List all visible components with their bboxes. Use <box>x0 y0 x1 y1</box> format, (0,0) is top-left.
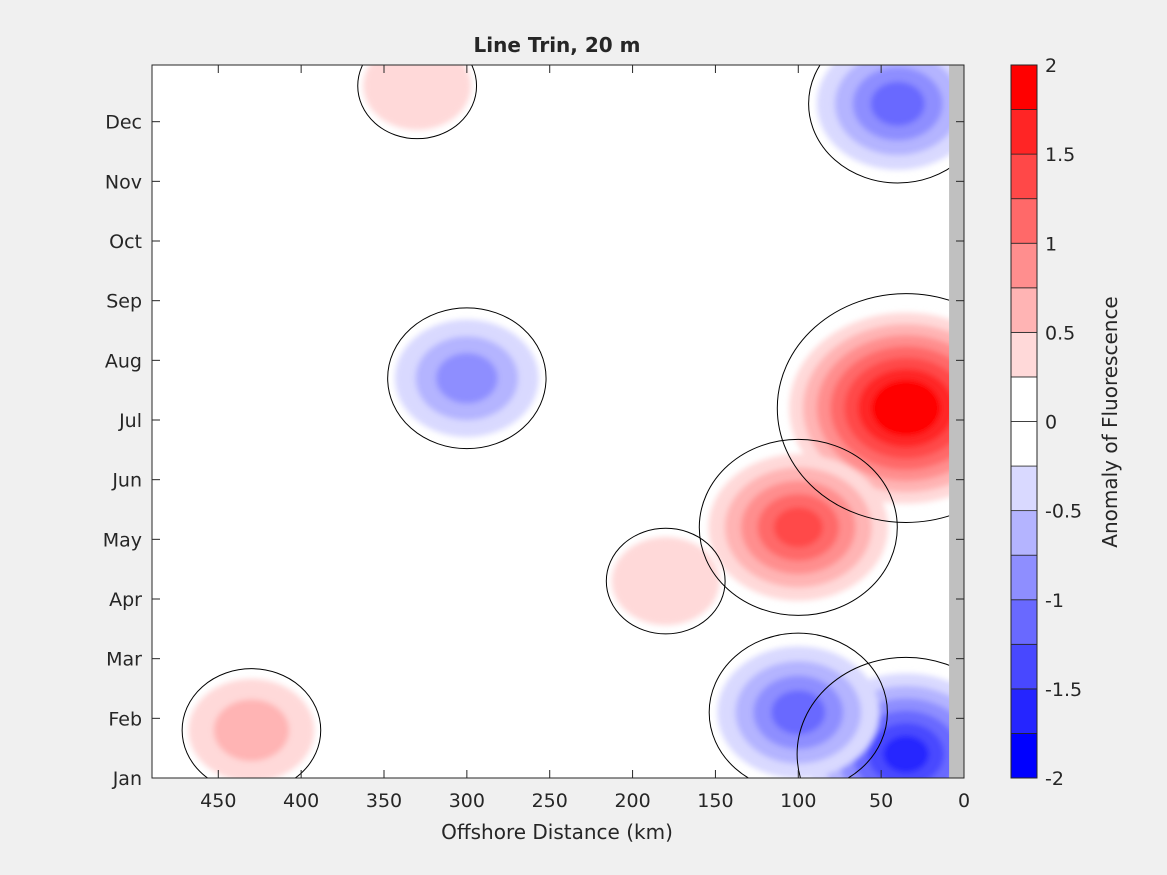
y-tick-label: Mar <box>106 649 142 671</box>
chart-title: Line Trin, 20 m <box>474 33 641 57</box>
y-tick-label: Jan <box>112 768 142 790</box>
colorbar-tick-label: 0.5 <box>1045 322 1075 344</box>
y-tick-label: May <box>103 529 142 551</box>
colorbar-tick-label: -1.5 <box>1045 679 1082 701</box>
x-tick-label: 250 <box>532 790 568 812</box>
colorbar: 2 1.5 1 0.5 0 -0.5 -1 -1.5 -2 <box>1010 55 1082 790</box>
y-tick-label: Nov <box>105 171 142 193</box>
colorbar-tick-label: 2 <box>1045 55 1057 77</box>
y-tick-label: Sep <box>106 291 142 313</box>
anomaly-negative-6-level-3 <box>870 81 925 126</box>
axes: 450 400 350 300 250 200 150 100 50 0 Jan Feb Mar Apr M… <box>103 64 970 812</box>
anomaly-positive-3-level-1 <box>213 699 290 762</box>
colorbar-segment <box>1010 733 1038 779</box>
x-tick-label: 300 <box>449 790 485 812</box>
y-tick-label: Apr <box>109 589 142 611</box>
colorbar-tick-label: 1 <box>1045 233 1057 255</box>
y-tick-label: Jun <box>111 470 142 492</box>
colorbar-segment <box>1010 198 1038 244</box>
colorbar-segment <box>1010 64 1038 110</box>
y-tick-label: Jul <box>118 410 142 432</box>
colorbar-segment <box>1010 287 1038 333</box>
colorbar-tick-label: 1.5 <box>1045 144 1075 166</box>
anomaly-negative-5-level-2 <box>436 353 498 404</box>
colorbar-frame <box>1010 64 1038 779</box>
colorbar-segment <box>1010 242 1038 289</box>
anomaly-negative-7-level-5 <box>883 735 929 773</box>
anomaly-positive-2-level-0 <box>611 537 720 626</box>
zero-contour-6 <box>808 65 964 184</box>
colorbar-segment <box>1010 331 1038 378</box>
y-tick-label: Dec <box>105 112 142 134</box>
x-tick-label: 100 <box>780 790 816 812</box>
colorbar-segment <box>1010 421 1038 467</box>
zero-contour-1 <box>698 438 898 616</box>
colorbar-tick-label: -1 <box>1045 590 1064 612</box>
anomaly-fills <box>188 65 964 778</box>
colorbar-segment <box>1010 510 1038 556</box>
y-tick-label: Feb <box>108 708 142 730</box>
plot-area <box>152 65 964 778</box>
colorbar-tick-label: -2 <box>1045 768 1064 790</box>
x-tick-label: 0 <box>958 790 970 812</box>
colorbar-segment <box>1010 643 1038 690</box>
x-tick-label: 150 <box>697 790 733 812</box>
anomaly-positive-4-level-0 <box>363 65 472 130</box>
zero-contours <box>181 65 964 778</box>
zero-contour-5 <box>387 307 547 450</box>
colorbar-segment <box>1010 153 1038 200</box>
x-tick-label: 50 <box>869 790 893 812</box>
zero-contour-8 <box>708 632 888 778</box>
colorbar-tick-label: 0 <box>1045 412 1057 434</box>
zero-contour-0 <box>776 293 964 523</box>
colorbar-tick-label: -0.5 <box>1045 501 1082 523</box>
zero-contour-3 <box>181 668 322 778</box>
x-tick-label: 200 <box>614 790 650 812</box>
colorbar-label: Anomaly of Fluorescence <box>1098 296 1122 547</box>
y-tick-label: Aug <box>105 350 142 372</box>
zero-contour-4 <box>357 65 478 140</box>
colorbar-segment <box>1010 465 1038 512</box>
colorbar-segment <box>1010 688 1038 734</box>
zero-contour-2 <box>605 527 726 635</box>
x-tick-label: 400 <box>283 790 319 812</box>
x-tick-label: 450 <box>200 790 236 812</box>
anomaly-positive-0-level-6 <box>871 379 941 437</box>
axes-box <box>151 64 965 779</box>
x-axis-label: Offshore Distance (km) <box>441 820 673 844</box>
colorbar-segment <box>1010 554 1038 601</box>
colorbar-segment <box>1010 109 1038 155</box>
y-tick-label: Oct <box>109 231 142 253</box>
colorbar-segment <box>1010 376 1038 422</box>
land-mask <box>949 65 964 778</box>
zero-contour-7 <box>796 656 964 778</box>
anomaly-negative-8-level-3 <box>771 690 826 735</box>
colorbar-segment <box>1010 599 1038 645</box>
anomaly-positive-1-level-4 <box>773 507 823 548</box>
x-tick-label: 350 <box>366 790 402 812</box>
